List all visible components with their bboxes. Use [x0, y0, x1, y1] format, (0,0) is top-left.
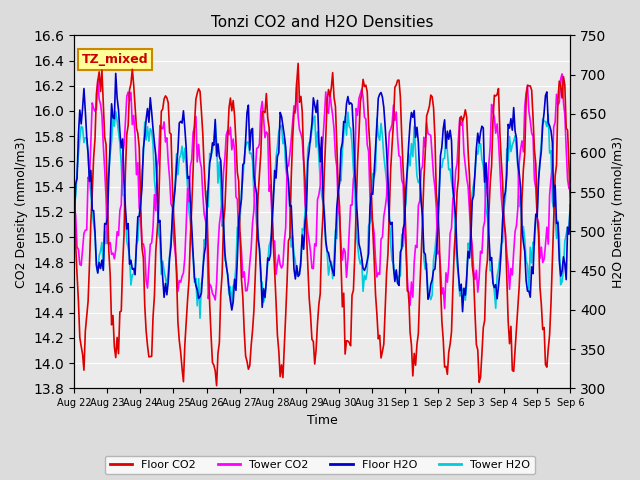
- Tower CO2: [243, 288, 251, 293]
- Floor CO2: [236, 236, 244, 241]
- Tower H2O: [132, 242, 140, 248]
- Floor H2O: [459, 309, 467, 314]
- Tower H2O: [196, 315, 204, 321]
- Floor CO2: [220, 220, 227, 226]
- Tower H2O: [290, 251, 298, 257]
- Tower CO2: [566, 187, 574, 193]
- Tower H2O: [246, 151, 253, 156]
- Tower CO2: [441, 306, 449, 312]
- Floor CO2: [289, 136, 296, 142]
- Tower CO2: [70, 199, 78, 204]
- Tower CO2: [287, 137, 295, 143]
- Line: Floor CO2: Floor CO2: [74, 63, 570, 385]
- Line: Floor H2O: Floor H2O: [74, 73, 570, 312]
- Legend: Floor CO2, Tower CO2, Floor H2O, Tower H2O: Floor CO2, Tower CO2, Floor H2O, Tower H…: [105, 456, 535, 474]
- Tower CO2: [540, 256, 548, 262]
- Floor H2O: [244, 102, 252, 108]
- Floor H2O: [70, 220, 78, 226]
- Floor CO2: [244, 366, 252, 372]
- Floor H2O: [236, 207, 244, 213]
- Line: Tower CO2: Tower CO2: [74, 74, 570, 309]
- Y-axis label: CO2 Density (mmol/m3): CO2 Density (mmol/m3): [15, 136, 28, 288]
- Tower CO2: [131, 132, 139, 138]
- Tower H2O: [541, 119, 549, 124]
- Floor CO2: [131, 104, 139, 109]
- Floor H2O: [541, 93, 549, 98]
- Floor CO2: [541, 362, 549, 368]
- Tower CO2: [558, 71, 566, 77]
- Line: Tower H2O: Tower H2O: [74, 112, 570, 318]
- Floor H2O: [132, 241, 140, 247]
- Title: Tonzi CO2 and H2O Densities: Tonzi CO2 and H2O Densities: [211, 15, 433, 30]
- Floor CO2: [566, 203, 574, 209]
- Floor H2O: [112, 71, 120, 76]
- Floor H2O: [566, 202, 574, 207]
- Tower H2O: [221, 258, 228, 264]
- Tower H2O: [70, 205, 78, 211]
- Tower H2O: [112, 109, 120, 115]
- Tower H2O: [566, 198, 574, 204]
- Tower H2O: [237, 187, 245, 193]
- Floor CO2: [294, 60, 302, 66]
- Floor CO2: [70, 185, 78, 191]
- Text: TZ_mixed: TZ_mixed: [82, 53, 148, 66]
- Tower CO2: [218, 200, 226, 206]
- Floor CO2: [212, 383, 220, 388]
- Floor H2O: [289, 235, 296, 241]
- Y-axis label: H2O Density (mmol/m3): H2O Density (mmol/m3): [612, 136, 625, 288]
- X-axis label: Time: Time: [307, 414, 338, 427]
- Floor H2O: [220, 222, 227, 228]
- Tower CO2: [235, 233, 243, 239]
